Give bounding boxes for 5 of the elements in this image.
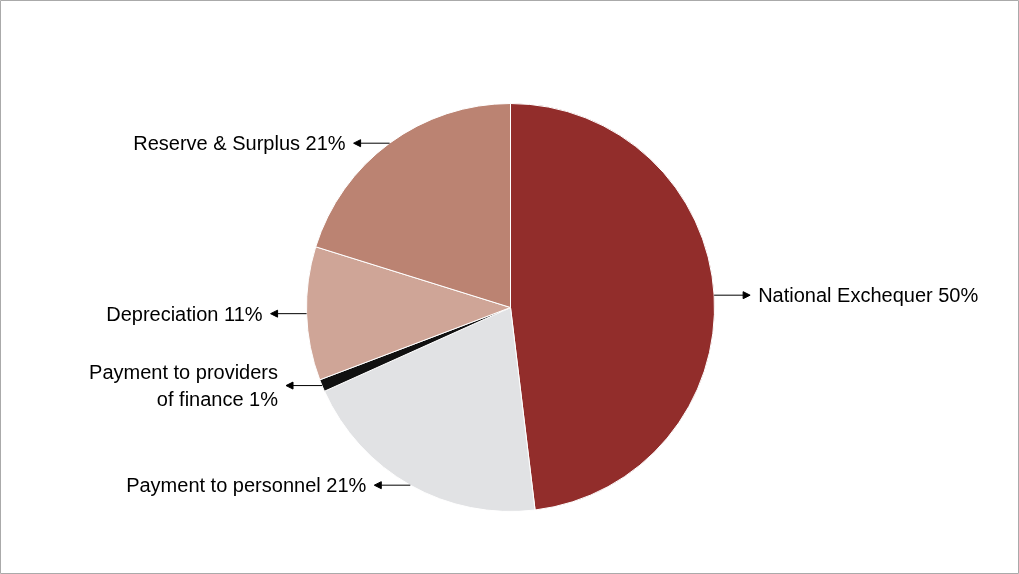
slice-label: Depreciation 11%	[106, 302, 263, 325]
slice-label: Payment to personnel 21%	[126, 474, 367, 497]
slice-label: National Exchequer 50%	[758, 284, 979, 307]
slice-label: Payment to providers of finance 1%	[89, 361, 279, 410]
slice-label: Reserve & Surplus 21%	[133, 132, 346, 155]
